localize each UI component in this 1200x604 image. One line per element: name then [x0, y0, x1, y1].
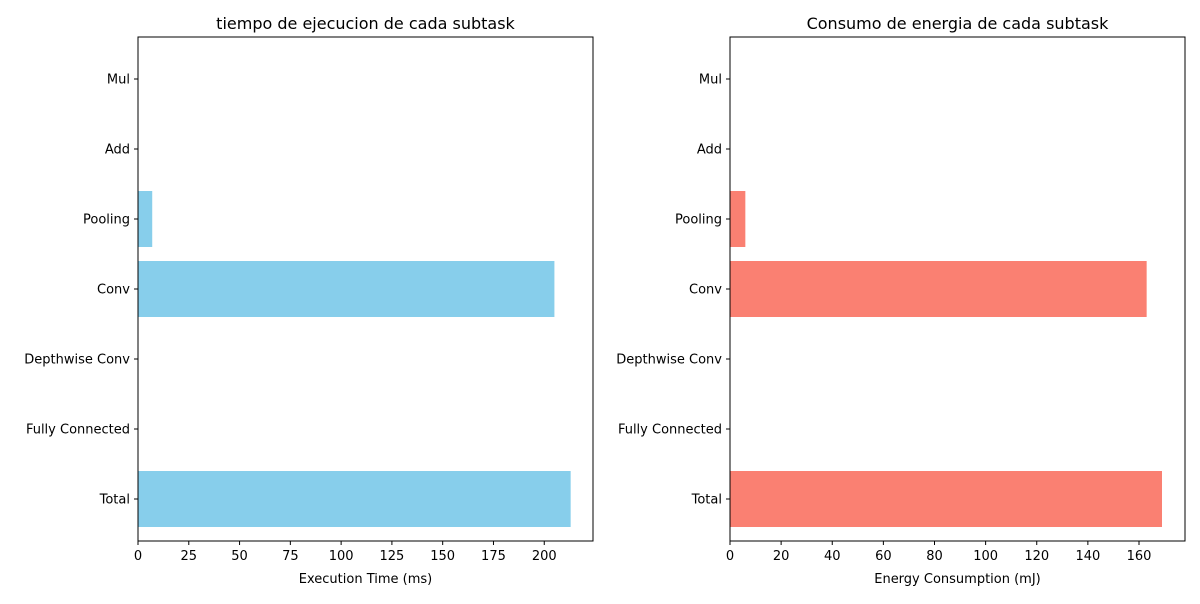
- chart-title: Consumo de energia de cada subtask: [807, 14, 1110, 33]
- x-tick-label: 0: [134, 549, 142, 564]
- y-tick-label: Mul: [107, 73, 130, 88]
- bar: [138, 471, 571, 527]
- x-tick-label: 200: [532, 549, 557, 564]
- x-tick-label: 80: [926, 549, 943, 564]
- x-tick-label: 20: [773, 549, 790, 564]
- y-tick-label: Pooling: [675, 213, 722, 228]
- y-tick-label: Fully Connected: [618, 423, 722, 438]
- x-tick-label: 40: [824, 549, 841, 564]
- y-tick-label: Depthwise Conv: [24, 353, 130, 368]
- chart-panel-1: Total Fully Connected Depthwise Conv Conv Po…: [24, 14, 594, 587]
- x-tick-label: 125: [379, 549, 404, 564]
- x-tick-label: 25: [181, 549, 198, 564]
- x-tick-label: 150: [430, 549, 455, 564]
- x-tick-label: 50: [231, 549, 248, 564]
- y-tick-label: Add: [697, 143, 722, 158]
- x-tick-label: 0: [726, 549, 734, 564]
- y-tick-label: Total: [691, 493, 722, 508]
- y-tick-label: Conv: [97, 283, 130, 298]
- x-tick-label: 160: [1127, 549, 1152, 564]
- bar: [138, 191, 153, 247]
- y-tick-label: Depthwise Conv: [616, 353, 722, 368]
- y-tick-label: Add: [105, 143, 130, 158]
- x-tick-label: 100: [329, 549, 354, 564]
- x-axis-label: Energy Consumption (mJ): [874, 572, 1041, 587]
- y-tick-label: Fully Connected: [26, 423, 130, 438]
- x-tick-label: 140: [1075, 549, 1100, 564]
- bar: [730, 191, 746, 247]
- bar: [730, 471, 1162, 527]
- chart-title: tiempo de ejecucion de cada subtask: [216, 14, 515, 33]
- bar: [138, 261, 555, 317]
- x-tick-label: 175: [481, 549, 506, 564]
- x-tick-label: 75: [282, 549, 299, 564]
- bar: [730, 261, 1147, 317]
- y-tick-label: Mul: [699, 73, 722, 88]
- y-tick-label: Pooling: [83, 213, 130, 228]
- x-tick-label: 60: [875, 549, 892, 564]
- y-tick-label: Total: [99, 493, 130, 508]
- chart-panel-2: Total Fully Connected Depthwise Conv Conv Po…: [616, 14, 1186, 587]
- x-tick-label: 100: [973, 549, 998, 564]
- x-tick-label: 120: [1024, 549, 1049, 564]
- x-axis-label: Execution Time (ms): [299, 572, 432, 587]
- y-tick-label: Conv: [689, 283, 722, 298]
